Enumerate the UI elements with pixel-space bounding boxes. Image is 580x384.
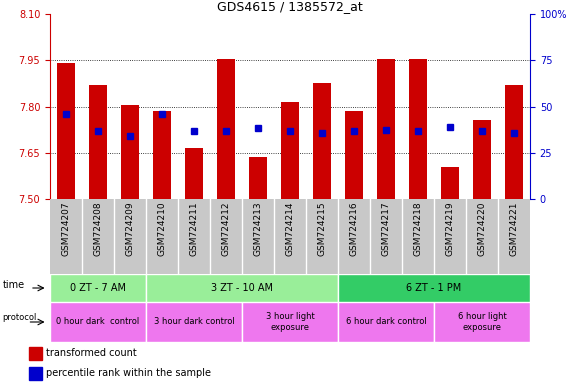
Bar xyxy=(313,83,331,199)
Bar xyxy=(434,199,466,274)
Bar xyxy=(82,199,114,274)
Bar xyxy=(146,302,242,342)
Bar xyxy=(50,302,146,342)
Bar xyxy=(50,274,146,302)
Text: GSM724210: GSM724210 xyxy=(158,201,166,256)
Text: GSM724221: GSM724221 xyxy=(509,201,519,256)
Bar xyxy=(338,274,530,302)
Bar xyxy=(402,199,434,274)
Text: GSM724207: GSM724207 xyxy=(61,201,71,256)
Text: GSM724216: GSM724216 xyxy=(350,201,358,256)
Text: GSM724208: GSM724208 xyxy=(93,201,103,256)
Bar xyxy=(242,199,274,274)
Bar xyxy=(345,111,363,199)
Text: percentile rank within the sample: percentile rank within the sample xyxy=(46,369,211,379)
Text: 3 hour light
exposure: 3 hour light exposure xyxy=(266,312,314,332)
Bar xyxy=(146,274,338,302)
Bar xyxy=(178,199,210,274)
Bar xyxy=(434,302,530,342)
Bar xyxy=(89,85,107,199)
Bar xyxy=(210,199,242,274)
Bar xyxy=(121,105,139,199)
Text: 3 hour dark control: 3 hour dark control xyxy=(154,318,234,326)
Text: GSM724214: GSM724214 xyxy=(285,201,295,256)
Text: 6 hour light
exposure: 6 hour light exposure xyxy=(458,312,506,332)
Text: 3 ZT - 10 AM: 3 ZT - 10 AM xyxy=(211,283,273,293)
Bar xyxy=(338,302,434,342)
Bar xyxy=(441,167,459,199)
Bar xyxy=(306,199,338,274)
Bar xyxy=(185,148,203,199)
Bar xyxy=(377,59,395,199)
Text: protocol: protocol xyxy=(2,313,37,322)
Text: 6 ZT - 1 PM: 6 ZT - 1 PM xyxy=(407,283,462,293)
Bar xyxy=(281,102,299,199)
Text: 0 hour dark  control: 0 hour dark control xyxy=(56,318,140,326)
Text: GSM724213: GSM724213 xyxy=(253,201,263,256)
Text: GSM724209: GSM724209 xyxy=(125,201,135,256)
Bar xyxy=(473,120,491,199)
Bar xyxy=(50,199,82,274)
Bar xyxy=(466,199,498,274)
Bar xyxy=(409,59,427,199)
Bar xyxy=(29,367,42,380)
Text: 0 ZT - 7 AM: 0 ZT - 7 AM xyxy=(70,283,126,293)
Bar xyxy=(370,199,402,274)
Bar xyxy=(57,63,75,199)
Text: GSM724218: GSM724218 xyxy=(414,201,422,256)
Bar xyxy=(498,199,530,274)
Text: GSM724220: GSM724220 xyxy=(477,201,487,256)
Bar xyxy=(274,199,306,274)
Bar xyxy=(153,111,171,199)
Text: 6 hour dark control: 6 hour dark control xyxy=(346,318,426,326)
Text: GSM724219: GSM724219 xyxy=(445,201,455,256)
Bar xyxy=(242,302,338,342)
Bar xyxy=(338,199,370,274)
Text: GSM724212: GSM724212 xyxy=(222,201,230,256)
Text: GSM724211: GSM724211 xyxy=(190,201,198,256)
Title: GDS4615 / 1385572_at: GDS4615 / 1385572_at xyxy=(217,0,363,13)
Bar xyxy=(249,157,267,199)
Text: GSM724217: GSM724217 xyxy=(382,201,390,256)
Bar xyxy=(146,199,178,274)
Text: GSM724215: GSM724215 xyxy=(317,201,327,256)
Bar xyxy=(29,347,42,360)
Text: time: time xyxy=(2,280,24,290)
Bar xyxy=(114,199,146,274)
Bar xyxy=(505,85,523,199)
Text: transformed count: transformed count xyxy=(46,348,137,358)
Bar xyxy=(217,59,235,199)
